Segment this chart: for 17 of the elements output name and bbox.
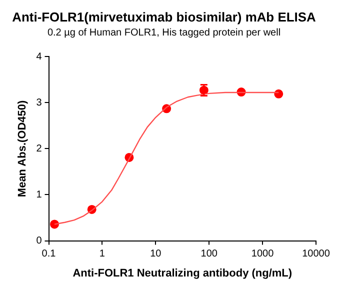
- y-tick-label: 0: [36, 236, 42, 247]
- point: [50, 220, 59, 229]
- y-tick-label: 4: [36, 51, 42, 62]
- x-tick-label: 10000: [302, 248, 330, 260]
- chart-title: Anti-FOLR1(mirvetuximab biosimilar) mAb ELISA: [12, 9, 316, 24]
- x-tick-label: 1000: [251, 248, 274, 260]
- y-tick-label: 1: [36, 190, 42, 200]
- x-tick-label: 10: [150, 248, 162, 260]
- y-tick-label: 2: [36, 143, 42, 154]
- chart-subtitle: 0.2 µg of Human FOLR1, His tagged protein per well: [47, 27, 281, 38]
- point: [274, 89, 284, 98]
- x-axis-title: Anti-FOLR1 Neutralizing antibody (ng/mL): [72, 267, 292, 280]
- x-tick-label: 0.1: [42, 248, 56, 260]
- y-axis-title: Mean Abs.(OD450): [16, 100, 29, 198]
- x-tick-label: 100: [200, 248, 218, 260]
- y-tick-label: 3: [36, 97, 42, 108]
- x-tick-label: 1: [99, 248, 106, 260]
